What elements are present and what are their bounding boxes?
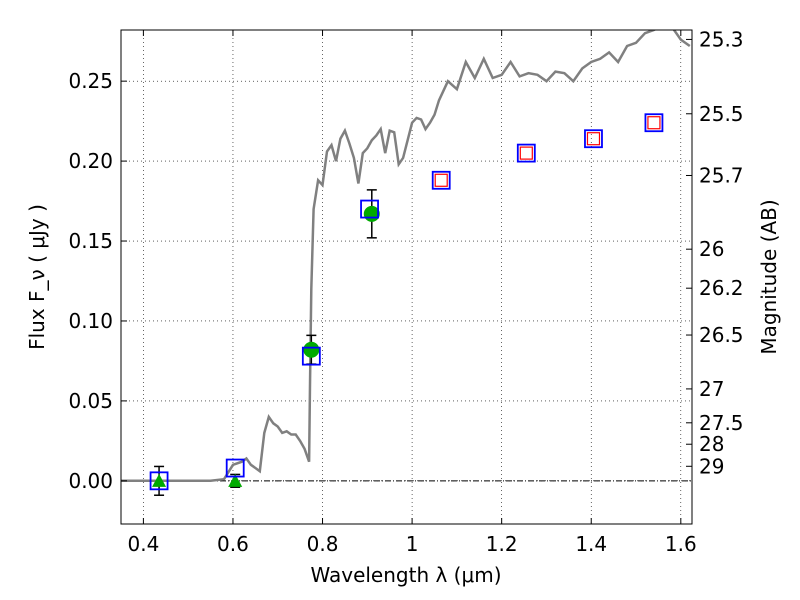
predicted-point xyxy=(519,146,533,160)
upper-limit-marker xyxy=(228,473,243,487)
y-tick-label: 0.20 xyxy=(68,149,113,173)
magnitude-tick-label: 26.2 xyxy=(699,276,744,300)
plot-frame xyxy=(120,29,693,525)
x-tick-label: 1.2 xyxy=(486,532,518,556)
model-photometry-box xyxy=(149,471,169,491)
y-tick-label: 0.10 xyxy=(68,309,113,333)
magnitude-tick-label: 29 xyxy=(699,454,724,478)
model-photometry-box xyxy=(431,170,451,190)
model-photometry-box xyxy=(301,346,321,366)
model-photometry-box xyxy=(584,129,603,149)
magnitude-tick-label: 25.7 xyxy=(699,163,744,187)
y-tick-label: 0.15 xyxy=(68,229,113,253)
y2-axis-label: Magnitude (AB) xyxy=(757,199,781,354)
model-photometry-box xyxy=(644,113,664,133)
model-photometry-box xyxy=(360,199,379,219)
magnitude-tick-label: 27.5 xyxy=(699,411,744,435)
predicted-point xyxy=(647,116,661,130)
y-tick-label: 0.05 xyxy=(68,389,113,413)
predicted-point xyxy=(586,132,601,146)
model-spectrum-line xyxy=(121,30,691,483)
y-axis-label: Flux F_ν ( μJy ) xyxy=(25,204,49,350)
grid xyxy=(121,30,692,524)
magnitude-tick-label: 27 xyxy=(699,377,724,401)
x-tick-label: 1.6 xyxy=(665,532,697,556)
magnitude-tick-label: 28 xyxy=(699,432,724,456)
x-tick-label: 1.4 xyxy=(575,532,607,556)
predicted-point xyxy=(434,173,448,187)
y-tick-label: 0.25 xyxy=(68,69,113,93)
x-tick-label: 1 xyxy=(406,532,419,556)
axis-tick-labels: 0.4 0.6 0.8 1 1.2 1.4 1.6 0.00 0.05 0.10 0.15 0.20 0… xyxy=(68,27,743,556)
x-tick-label: 0.8 xyxy=(307,532,339,556)
x-axis-label: Wavelength λ (μm) xyxy=(310,563,501,587)
measured-point xyxy=(303,341,320,358)
x-tick-label: 0.6 xyxy=(217,532,249,556)
magnitude-tick-label: 25.5 xyxy=(699,102,744,126)
model-photometry-box xyxy=(516,143,536,163)
magnitude-tick-label: 25.3 xyxy=(699,27,744,51)
magnitude-tick-label: 26 xyxy=(699,237,724,261)
axis-ticks xyxy=(121,30,692,524)
y-tick-label: 0.00 xyxy=(68,469,113,493)
x-tick-label: 0.4 xyxy=(127,532,159,556)
upper-limit-marker xyxy=(152,473,167,487)
magnitude-tick-label: 26.5 xyxy=(699,323,744,347)
model-photometry-box xyxy=(225,458,245,478)
plot-data xyxy=(121,30,692,496)
